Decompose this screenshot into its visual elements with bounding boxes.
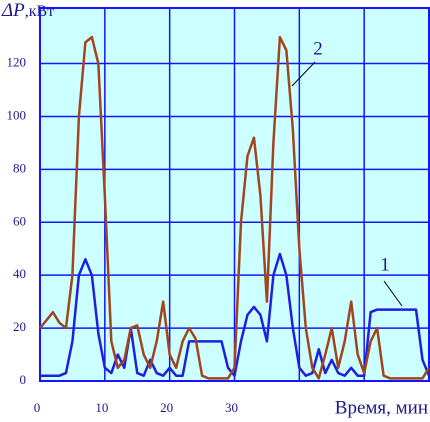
series-line	[39, 35, 430, 380]
x-axis-label: Время, мин	[335, 397, 428, 418]
y-tick-label: 0	[20, 372, 27, 387]
series-label: 1	[380, 254, 390, 275]
y-tick-label: 60	[13, 213, 26, 228]
y-axis-label: ΔP,кВт	[1, 0, 54, 21]
y-label-symbol: ΔP	[1, 0, 25, 21]
callout-line	[291, 61, 316, 87]
series-line	[40, 252, 430, 377]
x-tick-label: 30	[225, 400, 238, 415]
y-tick-label: 20	[13, 319, 26, 334]
plot-border	[39, 7, 430, 382]
y-tick-label: 80	[13, 160, 26, 175]
y-tick-label: 40	[13, 266, 26, 281]
y-tick-label: 100	[7, 107, 27, 122]
callout-line	[383, 280, 403, 307]
y-tick-label: 120	[7, 55, 27, 70]
x-tick-label: 0	[34, 400, 41, 415]
series-label: 2	[313, 38, 323, 59]
x-tick-label: 20	[160, 400, 173, 415]
x-tick-label: 10	[95, 400, 108, 415]
